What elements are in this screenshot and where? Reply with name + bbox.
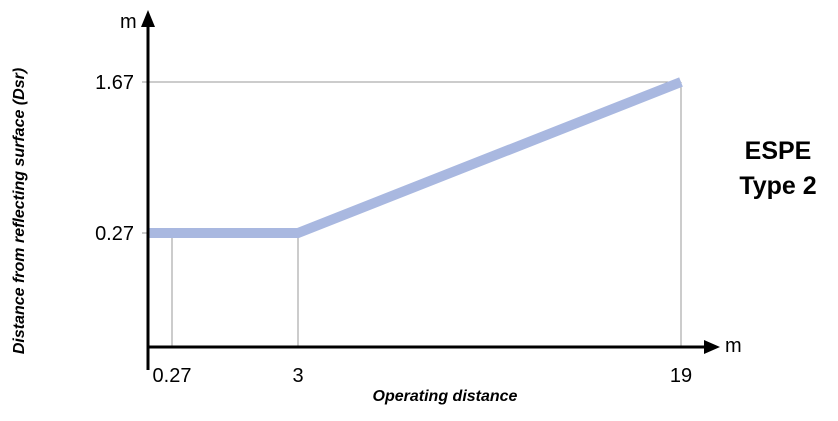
- guide-lines: [142, 81, 682, 347]
- x-axis-arrow: [704, 340, 720, 354]
- x-tick-label-0-27: 0.27: [153, 365, 192, 387]
- y-unit-label: m: [120, 11, 137, 33]
- y-tick-label-0-27: 0.27: [95, 223, 134, 245]
- x-tick-label-3: 3: [292, 365, 303, 387]
- x-unit-label: m: [725, 335, 742, 357]
- x-axis-title: Operating distance: [372, 388, 518, 405]
- y-tick-label-1-67: 1.67: [95, 72, 134, 94]
- y-tick-labels: 0.27 1.67: [95, 72, 134, 245]
- x-tick-labels: 0.27 3 19: [153, 365, 693, 387]
- annotation-line-2: Type 2: [739, 172, 817, 200]
- annotation-line-1: ESPE: [744, 137, 812, 165]
- y-axis-title-text: Distance from reflecting surface (Dsr): [11, 67, 28, 354]
- y-axis-title: Distance from reflecting surface (Dsr): [8, 0, 32, 421]
- series-group: [148, 77, 683, 238]
- x-tick-label-19: 19: [670, 365, 692, 387]
- series-line-0: [148, 77, 683, 238]
- y-axis-arrow: [141, 10, 155, 27]
- espe-type-annotation: ESPE Type 2: [718, 134, 838, 204]
